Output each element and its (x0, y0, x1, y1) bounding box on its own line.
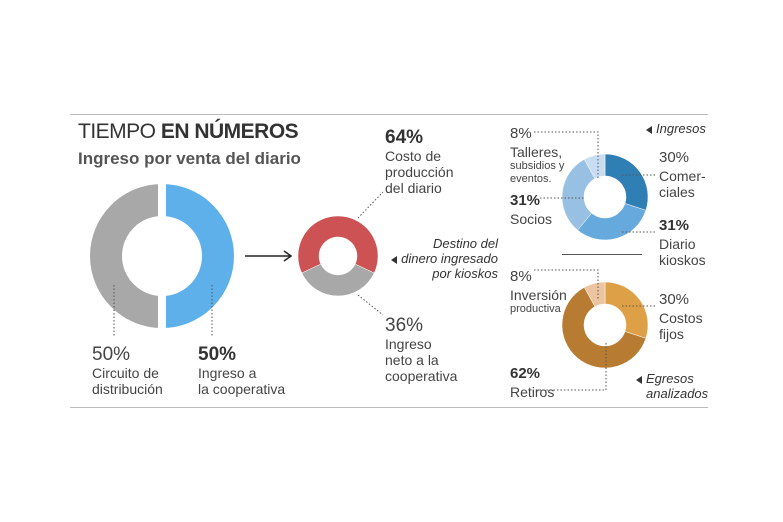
arrow-right-icon (283, 250, 293, 262)
label-diario-kioskos: 31% Diario kioskos (659, 217, 706, 268)
separator-rule (562, 254, 642, 255)
leader-line (357, 294, 384, 316)
leader-line (534, 131, 599, 178)
donut-slice (561, 158, 596, 231)
label-comerciales: 30% Comer- ciales (659, 149, 706, 200)
page-title: TIEMPO EN NÚMEROS (78, 120, 299, 143)
donut-slice (583, 281, 606, 307)
label-circuito: 50% Circuito de distribución (92, 344, 163, 398)
donut-slice (82, 175, 166, 337)
donut-slice (297, 215, 379, 274)
donut-slice (577, 203, 647, 241)
bottom-rule (70, 407, 708, 408)
top-rule (70, 114, 708, 115)
note-destino: Destino del dinero ingresado por kioskos (388, 236, 498, 281)
donut-slice (561, 286, 647, 369)
donut-slice (158, 175, 242, 337)
donut-slice (604, 153, 649, 211)
label-inversion: 8% Inversión productiva (510, 268, 567, 315)
leader-line (536, 342, 607, 391)
donut-slice (583, 153, 606, 179)
label-socios: 31% Socios (510, 192, 553, 227)
label-ingreso-cooperativa: 50% Ingreso a la cooperativa (198, 344, 286, 398)
label-talleres: 8% Talleres, subsidios y eventos. (510, 125, 565, 185)
leader-line (357, 191, 384, 219)
subtitle: Ingreso por venta del diario (78, 149, 301, 168)
triangle-left-icon (636, 375, 642, 384)
label-ingreso-neto: 36% Ingreso neto a la cooperativa (385, 315, 458, 385)
label-retiros: 62% Retiros (510, 365, 555, 400)
triangle-left-icon (646, 125, 652, 134)
leader-line (534, 269, 599, 300)
donut-slice (604, 281, 649, 339)
label-costos-fijos: 30% Costos fijos (659, 291, 703, 342)
triangle-left-icon (391, 255, 398, 264)
note-egresos: Egresos analizados (636, 371, 708, 401)
label-costo-produccion: 64% Costo de producción del diario (385, 127, 454, 197)
donut-slice (301, 263, 375, 297)
note-ingresos: Ingresos (646, 121, 706, 136)
